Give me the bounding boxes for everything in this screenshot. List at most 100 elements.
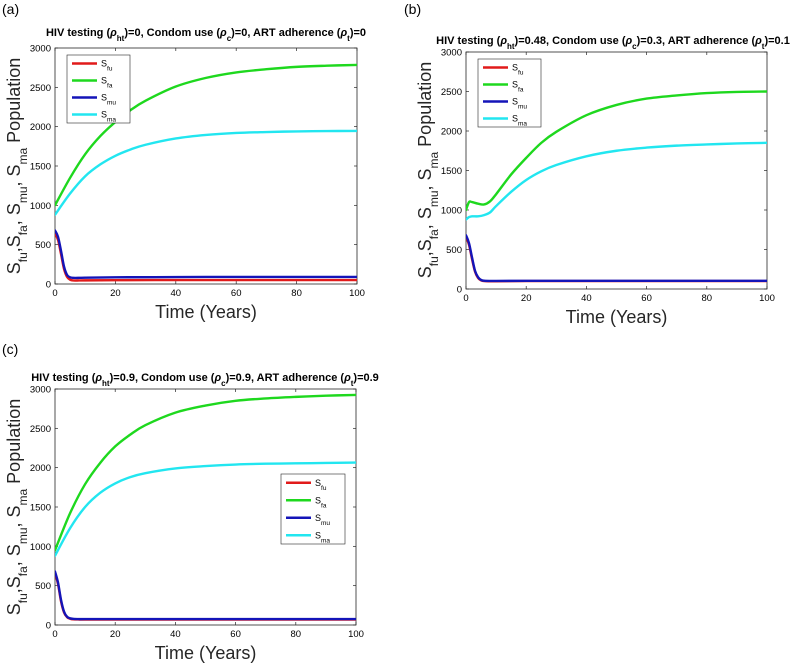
title-subscript: c (221, 379, 226, 388)
legend-label-sub: ma (321, 537, 330, 544)
legend-label-sub: fu (518, 69, 524, 76)
series-line-s-fa (55, 393, 356, 552)
y-label-text: Population (4, 399, 24, 489)
y-label-text: ,S (415, 239, 435, 256)
y-label-text: S (415, 266, 435, 278)
title-greek: ρ (754, 35, 762, 47)
y-tick-label: 0 (46, 280, 51, 291)
series-line-s-ma (466, 141, 767, 221)
title-subscript: t (351, 379, 354, 388)
y-tick-label: 2500 (441, 87, 462, 98)
y-label-text: , S (4, 203, 24, 225)
title-text: )=0.9, Condom use ( (110, 372, 215, 384)
y-tick-label: 500 (35, 240, 51, 251)
y-tick-label: 3000 (30, 44, 51, 55)
y-label-subscript: mu (427, 191, 441, 208)
panel-label: (b) (404, 1, 421, 17)
panel-a: (a)HIV testing (ρht)=0, Condom use (ρc)=… (2, 1, 366, 322)
y-label-subscript: fu (427, 256, 441, 266)
y-tick-label: 500 (446, 245, 462, 256)
legend-label: Smu (512, 97, 527, 111)
title-text: )=0, ART adherence ( (231, 27, 341, 39)
title-text: )=0.48, Condom use ( (515, 35, 626, 47)
x-tick-label: 100 (349, 288, 365, 299)
y-label-subscript: fa (16, 566, 30, 576)
series-group (55, 393, 356, 621)
y-tick-label: 3000 (30, 385, 51, 396)
y-tick-label: 2000 (441, 127, 462, 138)
y-label-subscript: fa (427, 229, 441, 239)
panel-label: (a) (2, 1, 19, 17)
x-tick-label: 60 (231, 288, 242, 299)
series-group (466, 90, 767, 283)
title-subscript: ht (102, 379, 110, 388)
y-tick-label: 3000 (441, 48, 462, 59)
x-tick-label: 80 (291, 629, 302, 640)
title-text: )=0.3, ART adherence ( (637, 35, 756, 47)
legend-label-sub: ma (107, 116, 116, 123)
y-label-subscript: fa (16, 225, 30, 235)
y-label-text: , S (415, 168, 435, 190)
x-tick-label: 60 (230, 629, 241, 640)
y-label-text: Population (4, 58, 24, 148)
y-label-subscript: ma (427, 151, 441, 168)
title-greek: ρ (109, 27, 117, 39)
title-text: )=0 (350, 27, 366, 39)
y-tick-label: 1500 (30, 503, 51, 514)
legend-label-sub: ma (518, 120, 527, 127)
legend-label-main: S (101, 76, 107, 86)
y-label-subscript: mu (16, 187, 30, 204)
y-tick-label: 2000 (30, 122, 51, 133)
legend-label: Sma (101, 110, 116, 124)
series-line-s-ma (55, 461, 356, 557)
legend-label: Sfu (315, 478, 327, 492)
title-text: )=0, Condom use ( (124, 27, 220, 39)
legend-box (477, 58, 542, 128)
legend-label-main: S (512, 114, 518, 124)
y-tick-label: 2500 (30, 83, 51, 94)
y-tick-label: 0 (457, 285, 462, 296)
x-tick-label: 40 (581, 293, 592, 304)
y-label-text: , S (4, 544, 24, 566)
title-greek: ρ (625, 35, 633, 47)
legend-label-main: S (315, 513, 321, 523)
panel-c: (c)HIV testing (ρht)=0.9, Condom use (ρc… (2, 341, 379, 663)
title-subscript: ht (117, 34, 125, 43)
x-axis-label: Time (Years) (155, 302, 257, 322)
y-label-subscript: fu (16, 252, 30, 262)
title-text: HIV testing ( (436, 35, 501, 47)
chart-title: HIV testing (ρht)=0.9, Condom use (ρc)=0… (31, 372, 379, 388)
legend-label-main: S (512, 63, 518, 73)
legend-box (280, 473, 346, 545)
y-tick-label: 1000 (30, 542, 51, 553)
y-tick-label: 1000 (30, 201, 51, 212)
legend-label: Smu (101, 93, 116, 107)
legend-label-main: S (101, 59, 107, 69)
legend-label: Sfa (512, 80, 524, 94)
legend-label: Smu (315, 513, 330, 527)
chart-title: HIV testing (ρht)=0.48, Condom use (ρc)=… (436, 35, 790, 51)
y-label-subscript: fu (16, 593, 30, 603)
series-line-s-ma (55, 129, 357, 216)
panel-b: (b)HIV testing (ρht)=0.48, Condom use (ρ… (404, 1, 790, 327)
x-tick-label: 100 (348, 629, 364, 640)
x-tick-label: 20 (110, 629, 121, 640)
title-subscript: t (762, 42, 765, 51)
title-greek: ρ (219, 27, 227, 39)
y-tick-label: 1500 (30, 162, 51, 173)
x-tick-label: 60 (641, 293, 652, 304)
y-label-subscript: ma (16, 147, 30, 164)
y-label-text: , S (415, 207, 435, 229)
legend-label-sub: mu (321, 519, 330, 526)
series-group (55, 63, 357, 282)
y-tick-label: 1000 (441, 206, 462, 217)
series-line-s-mu (466, 234, 767, 283)
legend-label: Sma (512, 114, 527, 128)
y-label-text: , S (4, 505, 24, 527)
y-tick-label: 2000 (30, 463, 51, 474)
legend-label: Sfu (512, 63, 524, 77)
y-label-text: Population (415, 62, 435, 152)
title-text: HIV testing ( (46, 27, 111, 39)
legend-label-main: S (512, 97, 518, 107)
